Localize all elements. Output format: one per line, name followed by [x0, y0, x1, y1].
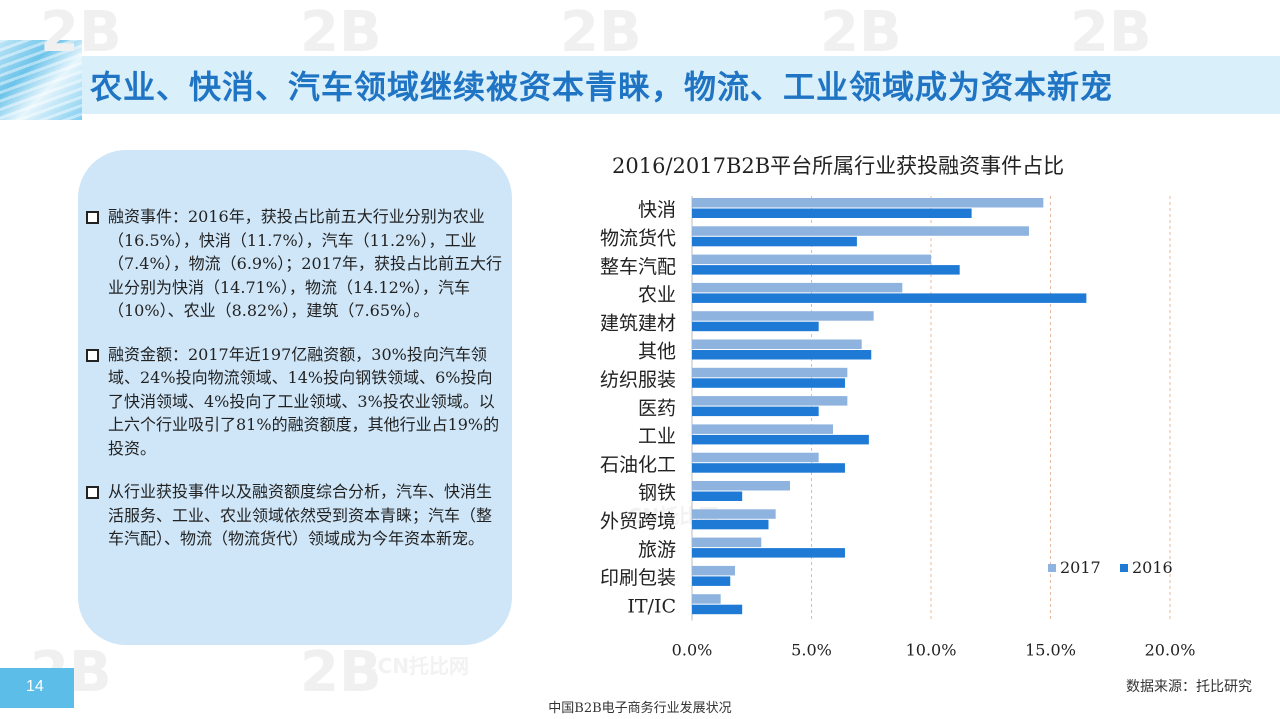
page-title: 农业、快消、汽车领域继续被资本青睐，物流、工业领域成为资本新宠 [90, 68, 1114, 106]
watermark-sub: .CN托比网 [370, 654, 470, 678]
bullet-item: 融资金额：2017年近197亿融资额，30%投向汽车领域、24%投向物流领域、1… [86, 343, 506, 461]
bar-2016 [692, 350, 872, 360]
bar-2017 [692, 565, 736, 576]
bar-2016 [692, 293, 1087, 303]
x-tick-label: 0.0% [672, 641, 713, 659]
bullet-text: 融资事件：2016年，获投占比前五大行业分别为农业（16.5%），快消（11.7… [108, 207, 503, 320]
category-label: 医药 [638, 397, 676, 419]
chart-title: 2016/2017B2B平台所属行业获投融资事件占比 [612, 154, 1065, 178]
watermark: 2B [820, 0, 902, 65]
bullet-item: 从行业获投事件以及融资额度综合分析，汽车、快消生活服务、工业、农业领域依然受到资… [86, 480, 506, 551]
watermark: 2B [560, 0, 642, 65]
source-note: 数据来源：托比研究 [1126, 679, 1252, 695]
bar-2016 [692, 321, 819, 332]
category-label: 农业 [638, 284, 676, 306]
bar-2017 [692, 282, 903, 293]
category-label: 印刷包装 [600, 567, 676, 589]
watermark: 2B [40, 0, 122, 65]
bar-2017 [692, 226, 1029, 236]
bullet-item: 融资事件：2016年，获投占比前五大行业分别为农业（16.5%），快消（11.7… [86, 205, 506, 323]
bar-2017 [692, 594, 721, 604]
bar-2017 [692, 367, 848, 378]
x-tick-label: 15.0% [1025, 641, 1076, 659]
bar-2016 [692, 491, 743, 501]
bar-2016 [692, 378, 845, 388]
bar-2016 [692, 463, 845, 473]
square-bullet-icon [86, 486, 99, 499]
header-decoration [0, 40, 82, 120]
x-tick-label: 10.0% [906, 641, 957, 659]
summary-box [78, 150, 512, 645]
title-bar [82, 56, 1280, 114]
bar-2017 [692, 509, 776, 519]
page-number-badge [0, 668, 74, 708]
bar-2017 [692, 254, 931, 265]
legend-label: 2017 [1060, 558, 1101, 577]
bullet-text: 从行业获投事件以及融资额度综合分析，汽车、快消生活服务、工业、农业领域依然受到资… [108, 482, 493, 548]
bar-2016 [692, 576, 731, 586]
bar-chart: 0.0% 5.0% 10.0% 15.0% 20.0% 快消物流货代整车汽配农业建筑建材其… [600, 196, 1196, 659]
watermark: 2B [1070, 0, 1152, 65]
x-tick-label: 20.0% [1145, 641, 1196, 659]
category-label: 石油化工 [600, 454, 676, 476]
x-tick-label: 5.0% [791, 641, 832, 659]
legend-swatch [1120, 564, 1128, 572]
watermark: 2B [300, 640, 382, 705]
bullet-list: 融资事件：2016年，获投占比前五大行业分别为农业（16.5%），快消（11.7… [86, 205, 506, 571]
bar-2017 [692, 339, 862, 349]
category-label: 纺织服装 [600, 369, 676, 391]
bar-2017 [692, 396, 848, 406]
page-number: 14 [26, 678, 44, 695]
category-label: IT/IC [627, 595, 676, 617]
bar-2017 [692, 537, 762, 548]
watermark: 2B [300, 0, 382, 65]
bar-2016 [692, 519, 769, 530]
legend-label: 2016 [1132, 558, 1173, 577]
category-label: 工业 [638, 426, 676, 448]
legend-swatch [1048, 564, 1056, 572]
bar-2017 [692, 311, 874, 321]
bar-2017 [692, 452, 819, 463]
bar-2017 [692, 481, 790, 491]
bar-2016 [692, 604, 743, 615]
category-label: 钢铁 [638, 482, 676, 504]
square-bullet-icon [86, 211, 99, 224]
square-bullet-icon [86, 348, 99, 362]
bar-2017 [692, 424, 834, 434]
bullet-text: 融资金额：2017年近197亿融资额，30%投向汽车领域、24%投向物流领域、1… [108, 344, 500, 458]
category-label: 建筑建材 [600, 312, 676, 334]
bar-2016 [692, 548, 845, 558]
bar-2016 [692, 434, 869, 445]
category-label: 旅游 [638, 539, 676, 561]
bar-2016 [692, 265, 960, 275]
category-label: 快消 [638, 199, 676, 221]
bar-2016 [692, 236, 857, 247]
bar-2016 [692, 406, 819, 417]
category-label: 其他 [638, 341, 676, 363]
category-label: 整车汽配 [600, 256, 676, 278]
footer-text: 中国B2B电子商务行业发展状况 [548, 701, 732, 716]
category-label: 物流货代 [600, 227, 676, 249]
bar-2016 [692, 208, 972, 218]
category-label: 外贸跨境 [600, 510, 676, 532]
bar-2017 [692, 198, 1044, 208]
